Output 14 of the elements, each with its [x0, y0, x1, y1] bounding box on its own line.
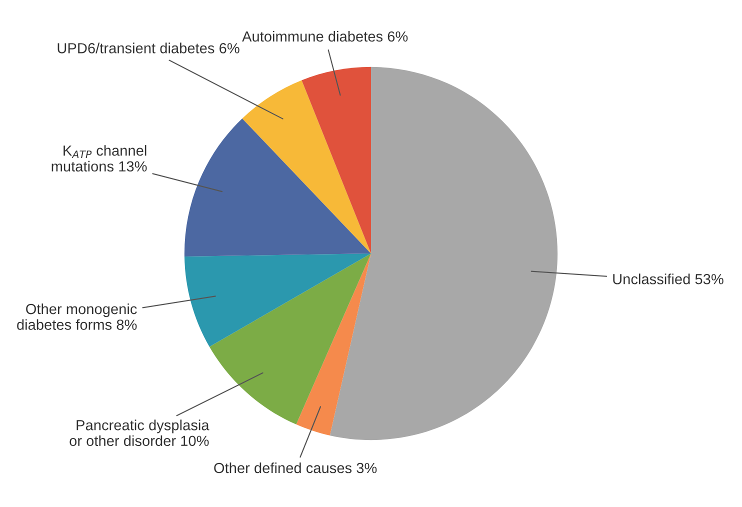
pie-slice: [184, 254, 371, 347]
slice-label: Autoimmune diabetes 6%: [242, 30, 408, 42]
pie-slice: [242, 80, 371, 254]
slice-label: Other defined causes 3%: [214, 462, 377, 474]
pie-slice: [330, 66, 558, 440]
slice-label: Pancreatic dysplasia or other disorder 10%: [70, 420, 210, 446]
pie-slice: [209, 254, 371, 424]
pie-slice: [302, 66, 371, 254]
slice-label: Other monogenic diabetes forms 8%: [17, 303, 137, 330]
slice-label: K$_{ATP}$ channel mutations 13%: [52, 145, 147, 172]
slice-label: UPD6/transient diabetes 6%: [58, 42, 240, 54]
pie-slice: [184, 118, 371, 256]
pie-slice: [296, 254, 371, 436]
slice-label: Unclassified 53%: [613, 274, 724, 284]
